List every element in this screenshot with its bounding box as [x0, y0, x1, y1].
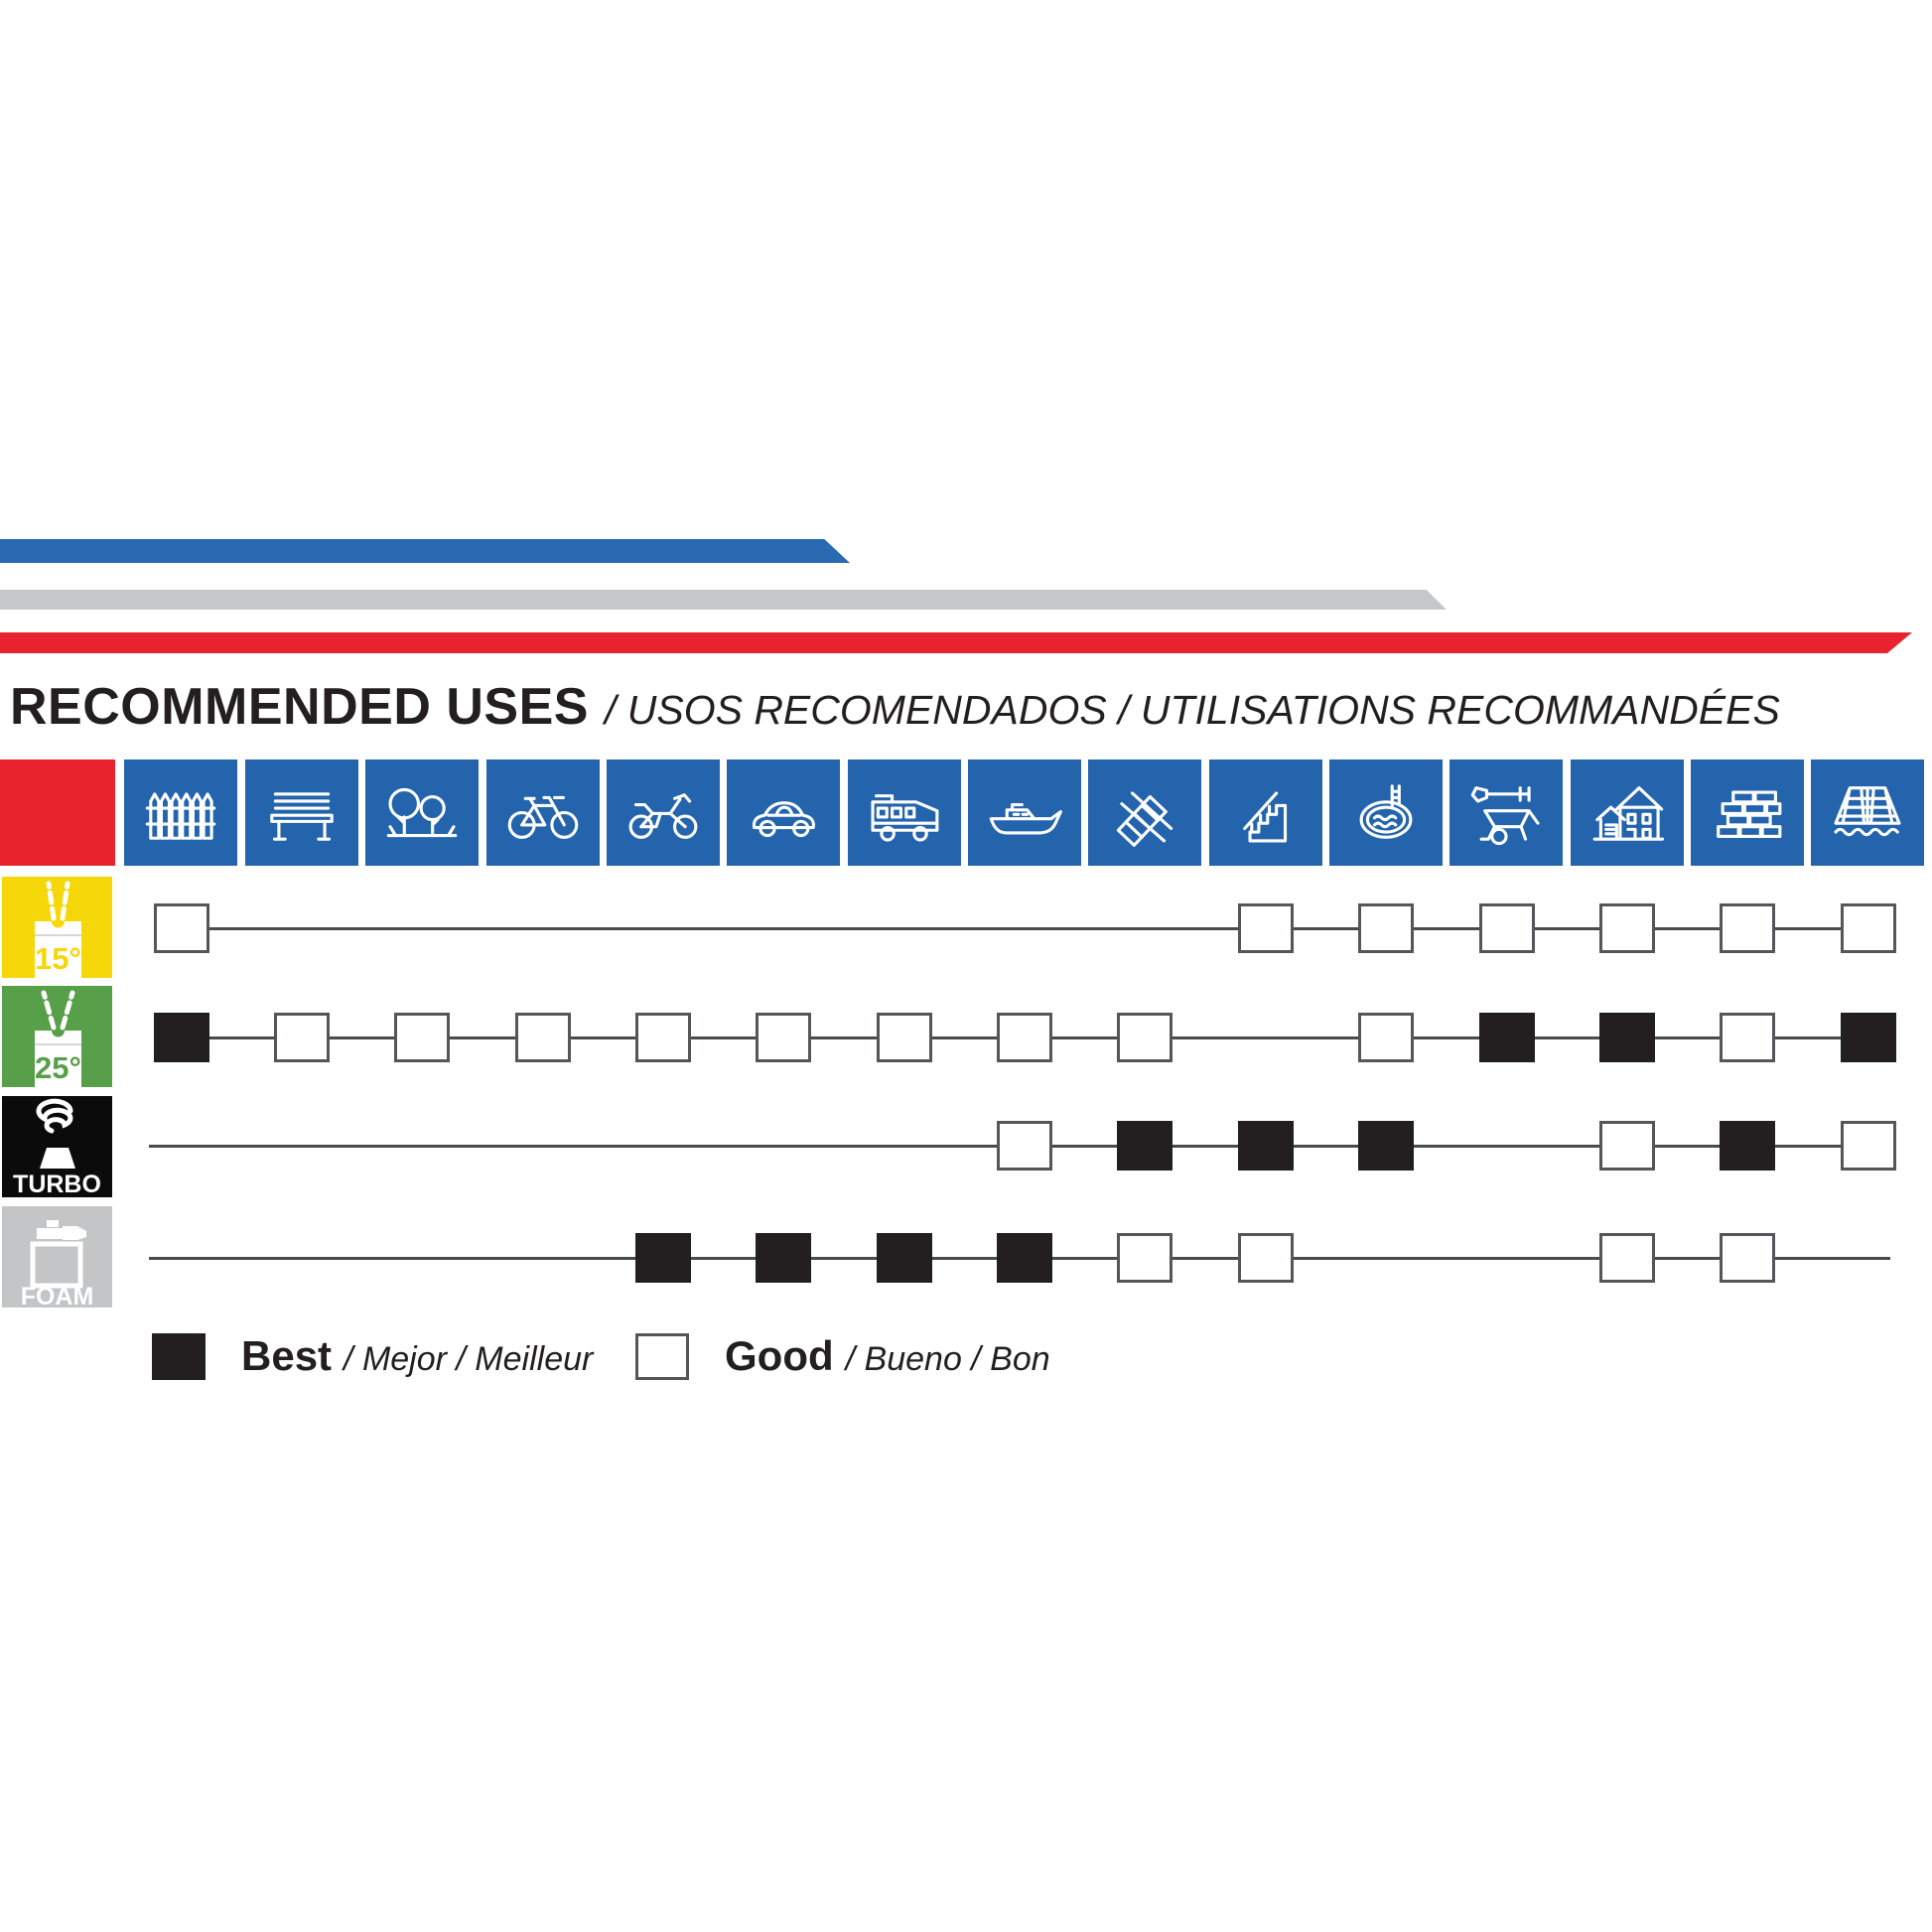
- nozzle-15-icon: 15°: [35, 881, 81, 978]
- use-tile-rv-camper: [847, 759, 961, 866]
- legend-good: Good / Bueno / Bon: [635, 1326, 1050, 1386]
- rating-25deg-roof-tiles-best: [1840, 1013, 1896, 1062]
- rating-25deg-rv-camper-good: [876, 1013, 932, 1062]
- rating-25deg-fence-best: [153, 1013, 209, 1062]
- rating-TURBO-house-good: [1598, 1121, 1655, 1171]
- use-tile-bench: [244, 759, 358, 866]
- page-title: RECOMMENDED USES / USOS RECOMENDADOS / U…: [10, 677, 1780, 737]
- rating-FOAM-deck-good: [1117, 1233, 1173, 1283]
- rating-TURBO-deck-best: [1117, 1121, 1173, 1171]
- rating-25deg-car-good: [756, 1013, 812, 1062]
- rating-25deg-trees-good: [394, 1013, 451, 1062]
- svg-text:TURBO: TURBO: [13, 1171, 101, 1197]
- use-tile-pool: [1329, 759, 1443, 866]
- decor-stripe-gray: [0, 590, 1447, 610]
- use-tile-stairs: [1208, 759, 1322, 866]
- category-corner-tile: [0, 759, 115, 866]
- rating-FOAM-brick-wall-good: [1720, 1233, 1776, 1283]
- use-tile-boat: [967, 759, 1081, 866]
- rating-FOAM-motorcycle-best: [634, 1233, 691, 1283]
- use-tile-fence: [124, 759, 238, 866]
- rating-15deg-wheelbarrow-good: [1478, 903, 1535, 953]
- use-tile-car: [727, 759, 841, 866]
- rating-25deg-deck-good: [1117, 1013, 1173, 1062]
- rating-25deg-motorcycle-good: [634, 1013, 691, 1062]
- rating-TURBO-stairs-best: [1237, 1121, 1294, 1171]
- rv-camper-icon: [871, 794, 938, 842]
- page-title-sub: / USOS RECOMENDADOS / UTILISATIONS RECOM…: [604, 687, 1780, 733]
- bicycle-icon: [507, 795, 578, 839]
- best-square-swatch: [152, 1332, 206, 1380]
- rating-15deg-house-good: [1598, 903, 1655, 953]
- nozzle-tile-FOAM: FOAM: [2, 1206, 112, 1308]
- pool-icon: [1359, 784, 1413, 839]
- row-line: [181, 926, 1867, 930]
- roof-tiles-icon: [1834, 786, 1901, 837]
- decor-stripe-red: [0, 632, 1912, 653]
- use-tile-bicycle: [485, 759, 600, 866]
- use-tile-house: [1570, 759, 1684, 866]
- nozzle-tile-25deg: 25°: [2, 986, 112, 1087]
- use-tile-brick-wall: [1691, 759, 1805, 866]
- decor-stripe-blue: [0, 539, 850, 563]
- boat-icon: [989, 802, 1062, 835]
- rating-15deg-fence-good: [153, 903, 209, 953]
- legend-good-label: Good: [725, 1332, 834, 1379]
- bench-icon: [270, 792, 334, 841]
- motorcycle-icon: [628, 793, 698, 839]
- rating-25deg-brick-wall-good: [1720, 1013, 1776, 1062]
- rating-FOAM-stairs-good: [1237, 1233, 1294, 1283]
- fence-icon: [146, 792, 216, 840]
- rating-TURBO-pool-best: [1358, 1121, 1415, 1171]
- rating-15deg-stairs-good: [1237, 903, 1294, 953]
- rating-25deg-bicycle-good: [514, 1013, 571, 1062]
- rating-FOAM-rv-camper-best: [876, 1233, 932, 1283]
- use-tile-motorcycle: [606, 759, 720, 866]
- rating-25deg-bench-good: [273, 1013, 330, 1062]
- foam-cannon-icon: FOAM: [21, 1220, 94, 1308]
- rating-25deg-boat-good: [997, 1013, 1052, 1062]
- nozzle-25-icon: 25°: [35, 990, 81, 1087]
- use-tile-roof-tiles: [1811, 759, 1925, 866]
- rating-FOAM-car-best: [756, 1233, 812, 1283]
- car-icon: [753, 801, 816, 838]
- deck-icon: [1117, 791, 1173, 847]
- page-title-main: RECOMMENDED USES: [10, 678, 589, 736]
- rating-25deg-pool-good: [1358, 1013, 1415, 1062]
- legend-best: Best / Mejor / Meilleur: [152, 1326, 593, 1386]
- svg-text:FOAM: FOAM: [21, 1283, 94, 1308]
- brick-wall-icon: [1717, 790, 1782, 839]
- rating-25deg-wheelbarrow-best: [1478, 1013, 1535, 1062]
- nozzle-tile-TURBO: TURBO: [2, 1096, 112, 1197]
- rating-15deg-brick-wall-good: [1720, 903, 1776, 953]
- turbo-nozzle-icon: TURBO: [13, 1098, 101, 1197]
- rating-15deg-pool-good: [1358, 903, 1415, 953]
- use-tile-trees: [365, 759, 480, 866]
- rating-15deg-roof-tiles-good: [1840, 903, 1896, 953]
- trees-icon: [386, 787, 458, 838]
- svg-text:25°: 25°: [35, 1050, 81, 1085]
- svg-text:15°: 15°: [35, 941, 81, 976]
- use-tile-deck: [1088, 759, 1202, 866]
- rating-FOAM-house-good: [1598, 1233, 1655, 1283]
- house-icon: [1592, 786, 1664, 841]
- use-tile-wheelbarrow: [1449, 759, 1564, 866]
- rating-TURBO-roof-tiles-good: [1840, 1121, 1896, 1171]
- good-square-swatch: [635, 1332, 689, 1380]
- rating-TURBO-boat-good: [997, 1121, 1052, 1171]
- rating-TURBO-brick-wall-best: [1720, 1121, 1776, 1171]
- rating-FOAM-boat-best: [997, 1233, 1052, 1283]
- legend-best-sublabel: / Mejor / Meilleur: [344, 1340, 594, 1378]
- nozzle-tile-15deg: 15°: [2, 877, 112, 978]
- wheelbarrow-icon: [1471, 786, 1540, 846]
- stairs-icon: [1242, 791, 1287, 843]
- legend-best-label: Best: [241, 1332, 333, 1379]
- rating-25deg-house-best: [1598, 1013, 1655, 1062]
- legend-good-sublabel: / Bueno / Bon: [845, 1340, 1050, 1378]
